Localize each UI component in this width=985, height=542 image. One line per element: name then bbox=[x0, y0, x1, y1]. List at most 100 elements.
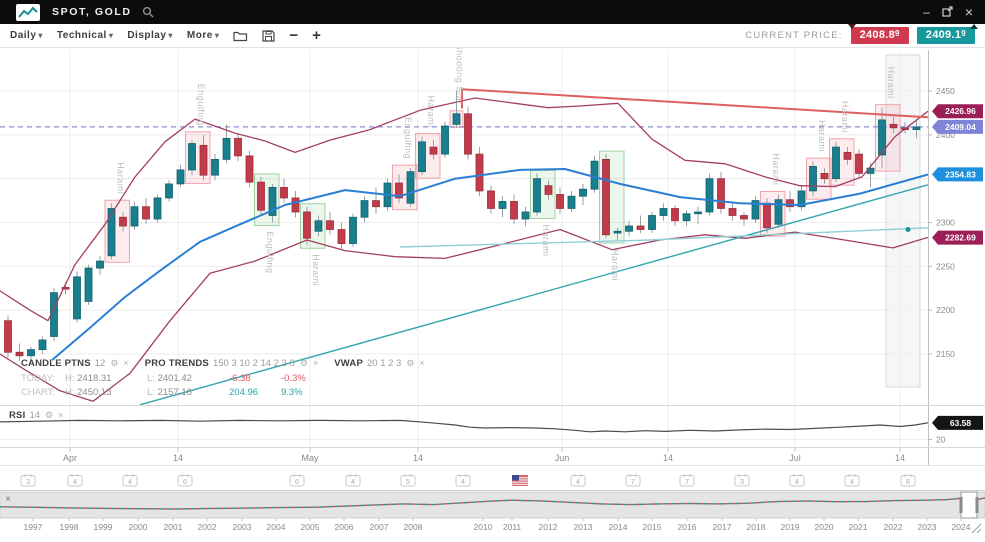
gear-icon[interactable]: ⚙ bbox=[45, 410, 54, 420]
year-label: 2004 bbox=[267, 522, 286, 532]
event-flag-icon[interactable] bbox=[789, 475, 805, 487]
close-icon[interactable]: × bbox=[419, 358, 425, 368]
gear-icon[interactable]: ⚙ bbox=[406, 358, 415, 368]
candlestick-chart[interactable]: Harami Engulfing Engulfing Harami Engulfing H… bbox=[0, 44, 985, 537]
band-upper-line bbox=[0, 97, 929, 322]
candle-body bbox=[464, 113, 472, 155]
year-label: 2019 bbox=[781, 522, 800, 532]
timeline-handle-left[interactable] bbox=[959, 497, 963, 513]
x-axis-label: 14 bbox=[173, 453, 183, 463]
event-flag-icon[interactable] bbox=[289, 475, 305, 487]
event-flag-icon[interactable] bbox=[345, 475, 361, 487]
today-stats-row: TODAY: H: 2418.31 L: 2401.42 -6.38 -0.3% bbox=[21, 373, 306, 384]
timeline-handle-right[interactable] bbox=[975, 497, 979, 513]
candle-body bbox=[855, 153, 863, 174]
event-flag-icon[interactable] bbox=[177, 475, 193, 487]
gear-icon[interactable]: ⚙ bbox=[299, 358, 308, 368]
year-label: 2001 bbox=[164, 522, 183, 532]
close-window-button[interactable]: × bbox=[964, 4, 973, 20]
year-label: 2011 bbox=[503, 522, 522, 532]
year-label: 2010 bbox=[474, 522, 493, 532]
save-icon[interactable] bbox=[262, 29, 275, 42]
pattern-label: Engulfing bbox=[265, 232, 275, 274]
down-arrow-icon bbox=[847, 24, 856, 29]
close-icon[interactable]: × bbox=[123, 358, 129, 368]
close-icon[interactable]: × bbox=[58, 410, 64, 420]
gear-icon[interactable]: ⚙ bbox=[110, 358, 119, 368]
menu-display[interactable]: Display ▾ bbox=[127, 30, 173, 41]
candle-body bbox=[705, 178, 714, 213]
vwap-flat-line bbox=[399, 227, 929, 248]
timeline-selection-window[interactable] bbox=[960, 491, 978, 519]
us-flag-icon[interactable] bbox=[512, 475, 528, 486]
minimize-button[interactable]: – bbox=[923, 5, 930, 19]
zoom-out-button[interactable]: − bbox=[289, 26, 299, 44]
candle-body bbox=[694, 211, 702, 215]
candle-body bbox=[280, 187, 288, 199]
event-flag-icon[interactable] bbox=[679, 475, 695, 487]
event-flag-icon[interactable] bbox=[122, 475, 138, 487]
year-label: 2005 bbox=[301, 522, 320, 532]
candle-body bbox=[809, 165, 817, 192]
rsi-indicator-label: RSI 14 ⚙ × bbox=[9, 410, 64, 421]
event-flag-icon[interactable] bbox=[570, 475, 586, 487]
chart-stats-row: CHART: H: 2450.13 L: 2157.16 204.96 9.3% bbox=[21, 386, 303, 398]
candle-body bbox=[441, 125, 449, 155]
price-tick-label: 2400 bbox=[936, 130, 955, 140]
event-flag-count: 4 bbox=[576, 477, 580, 486]
close-icon[interactable]: × bbox=[312, 358, 319, 368]
menu-technical[interactable]: Technical ▾ bbox=[56, 30, 114, 41]
event-flag-icon[interactable] bbox=[455, 475, 471, 487]
candle-body bbox=[878, 119, 886, 156]
price-badge bbox=[932, 104, 983, 119]
menu-daily[interactable]: Daily ▾ bbox=[10, 30, 43, 41]
chevron-down-icon: ▾ bbox=[214, 31, 220, 40]
candle-body bbox=[153, 197, 162, 220]
open-folder-icon[interactable] bbox=[233, 30, 248, 42]
candle-body bbox=[544, 185, 553, 195]
price-tick-label: 2300 bbox=[936, 218, 955, 228]
candle-body bbox=[38, 339, 47, 351]
candle-body bbox=[188, 143, 196, 171]
price-badge-text: 2426.96 bbox=[945, 106, 976, 116]
year-label: 2022 bbox=[884, 522, 903, 532]
event-flag-icon[interactable] bbox=[734, 475, 750, 487]
candle-body bbox=[107, 208, 116, 257]
title-bar: SPOT, GOLD – × bbox=[0, 0, 985, 24]
year-label: 1998 bbox=[60, 522, 79, 532]
year-label: 1997 bbox=[24, 522, 43, 532]
search-icon[interactable] bbox=[142, 6, 154, 18]
x-axis-label: Jun bbox=[555, 453, 570, 463]
menu-more[interactable]: More ▾ bbox=[186, 30, 220, 41]
candle-body bbox=[797, 190, 806, 208]
candle-body bbox=[682, 213, 691, 222]
popout-button[interactable] bbox=[942, 6, 953, 18]
event-flag-count: 6 bbox=[183, 477, 187, 486]
event-flag-count: 4 bbox=[795, 477, 799, 486]
event-flag-count: 4 bbox=[461, 477, 465, 486]
pattern-label: Harami bbox=[541, 224, 551, 256]
timeline-series-down bbox=[0, 497, 985, 510]
candle-body bbox=[165, 183, 173, 199]
event-flag-icon[interactable] bbox=[844, 475, 860, 487]
toolbar: Daily ▾ Technical ▾ Display ▾ More ▾ − + CUR… bbox=[0, 24, 985, 48]
candle-body bbox=[268, 187, 277, 216]
chart-area: Harami Engulfing Engulfing Harami Engulfing H… bbox=[0, 44, 985, 537]
timeline-close-icon[interactable]: × bbox=[5, 494, 11, 505]
candle-body bbox=[648, 215, 656, 230]
year-label: 2020 bbox=[815, 522, 834, 532]
app-logo-icon bbox=[16, 3, 40, 21]
candle-body bbox=[211, 158, 219, 176]
candle-body bbox=[257, 181, 265, 211]
candle-body bbox=[234, 137, 242, 157]
event-flag-icon[interactable] bbox=[400, 475, 416, 487]
pattern-label: Harami bbox=[426, 96, 436, 128]
event-flag-icon[interactable] bbox=[20, 475, 36, 487]
event-flag-icon[interactable] bbox=[67, 475, 83, 487]
event-flag-icon[interactable] bbox=[625, 475, 641, 487]
indicator-vwap: VWAP bbox=[334, 358, 363, 369]
event-flag-icon[interactable] bbox=[900, 475, 916, 487]
ask-price-badge: 2409.19 bbox=[916, 24, 978, 44]
event-flag-count: 4 bbox=[73, 477, 77, 486]
zoom-in-button[interactable]: + bbox=[312, 26, 321, 44]
